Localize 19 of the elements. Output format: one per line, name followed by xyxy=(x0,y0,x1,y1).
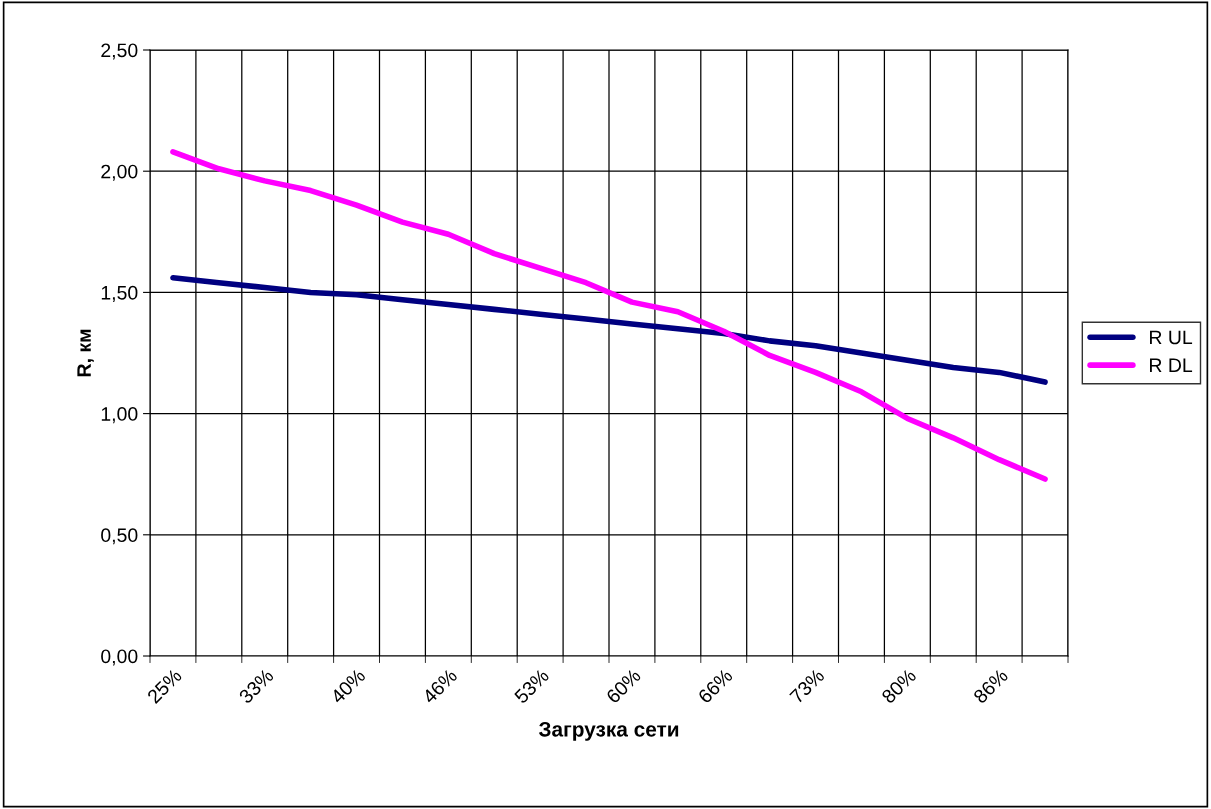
y-tick-label: 2,00 xyxy=(101,164,138,181)
y-tick-label: 0,00 xyxy=(101,649,138,666)
x-axis-title: Загрузка сети xyxy=(538,721,679,741)
y-tick-label: 0,50 xyxy=(101,528,138,545)
y-tick-label: 1,50 xyxy=(101,285,138,302)
legend-label: R DL xyxy=(1150,358,1193,372)
y-axis-title: R, км xyxy=(77,329,94,377)
x-tick-label: 46% xyxy=(421,667,458,705)
x-tick-label: 40% xyxy=(329,667,367,705)
x-tick-label: 86% xyxy=(972,667,1009,705)
x-tick-label: 80% xyxy=(880,667,917,705)
x-tick-label: 60% xyxy=(605,667,642,705)
y-tick-label: 2,50 xyxy=(101,43,138,60)
legend-label: R UL xyxy=(1150,330,1193,345)
x-tick-label: 73% xyxy=(789,667,826,705)
x-tick-label: 53% xyxy=(513,667,550,705)
x-tick-label: 66% xyxy=(697,667,734,705)
x-tick-label: 33% xyxy=(238,667,275,705)
y-tick-label: 1,00 xyxy=(101,407,138,424)
